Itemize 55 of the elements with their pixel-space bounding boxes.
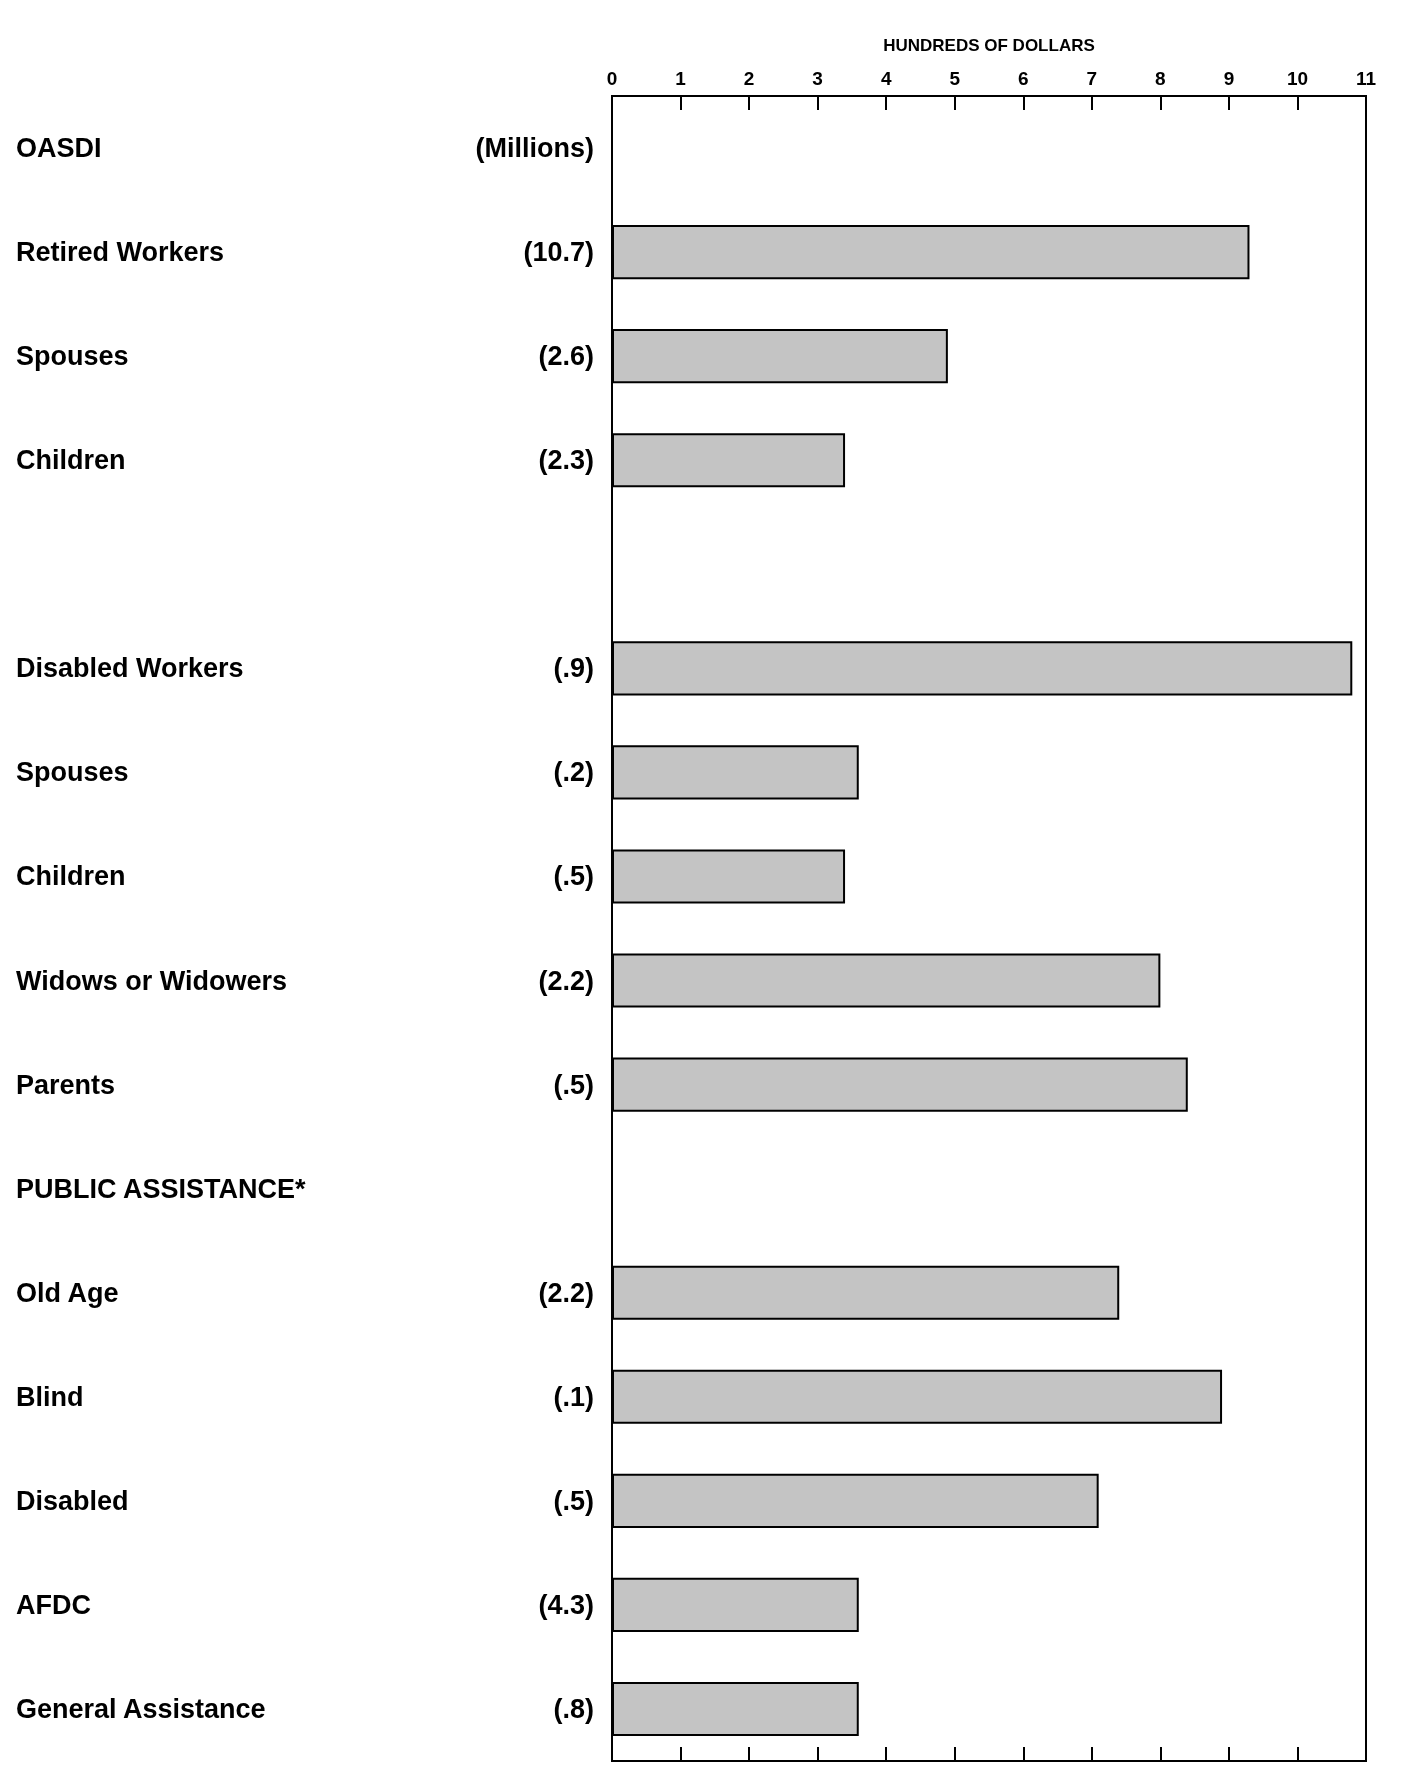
bar (612, 849, 846, 904)
y-tick-label: Widows or Widowers (16, 965, 288, 996)
y2-tick-label: (4.3) (538, 1589, 594, 1620)
x2-tick-label: 11 (1355, 68, 1377, 89)
y2-tick-label: (.5) (553, 1485, 594, 1516)
bar (612, 641, 1353, 696)
bar (612, 329, 948, 384)
bar (612, 953, 1161, 1008)
y2-tick-label: (.1) (553, 1381, 594, 1412)
y2-tick-label: (.9) (553, 653, 594, 684)
y2-tick-label: (.5) (553, 1069, 594, 1100)
x2-tick-label: 7 (1086, 68, 1098, 89)
y-tick-label: OASDI (16, 133, 102, 164)
y-tick-label: Parents (16, 1069, 116, 1100)
y-tick-label: PUBLIC ASSISTANCE* (16, 1173, 307, 1204)
bar (612, 1577, 859, 1632)
bar (612, 745, 859, 800)
x2-axis-title: HUNDREDS OF DOLLARS (883, 36, 1095, 55)
bar (612, 1265, 1120, 1320)
y2-tick-label: (2.2) (538, 1277, 594, 1308)
bar (612, 1473, 1099, 1528)
bar (612, 1057, 1188, 1112)
y2-tick-label: (2.2) (538, 965, 594, 996)
x2-tick-label: 5 (949, 68, 961, 89)
y2-tick-label: (2.3) (538, 445, 594, 476)
x2-tick-label: 6 (1017, 68, 1029, 89)
y-tick-label: Children (16, 445, 126, 476)
x2-tick-label: 0 (606, 68, 618, 89)
y-tick-label: Blind (16, 1381, 84, 1412)
y2-tick-label: (.2) (553, 757, 594, 788)
y-tick-label: Disabled (16, 1485, 129, 1516)
y2-tick-label: (Millions) (475, 133, 594, 164)
y-tick-label: Spouses (16, 341, 129, 372)
y2-tick-label: (.5) (553, 861, 594, 892)
y-tick-label: General Assistance (16, 1693, 266, 1724)
y-tick-label: Retired Workers (16, 237, 225, 268)
bar (612, 1369, 1223, 1424)
x2-tick-label: 4 (880, 68, 892, 89)
x2-tick-label: 8 (1155, 68, 1166, 89)
x2-tick-label: 3 (812, 68, 823, 89)
y2-tick-label: (2.6) (538, 341, 594, 372)
y-tick-label: Old Age (16, 1277, 119, 1308)
bar (612, 433, 846, 488)
y2-tick-label: (.8) (553, 1693, 594, 1724)
x2-tick-label: 1 (675, 68, 687, 89)
x2-tick-label: 9 (1223, 68, 1235, 89)
y2-tick-label: (10.7) (523, 237, 594, 268)
y-tick-label: Children (16, 861, 126, 892)
y-tick-label: AFDC (16, 1589, 91, 1620)
bar (612, 1681, 859, 1737)
y-tick-label: Spouses (16, 757, 129, 788)
x2-tick-label: 10 (1286, 68, 1309, 89)
y-tick-label: Disabled Workers (16, 653, 244, 684)
bar (612, 225, 1250, 280)
x2-tick-label: 2 (743, 68, 755, 89)
